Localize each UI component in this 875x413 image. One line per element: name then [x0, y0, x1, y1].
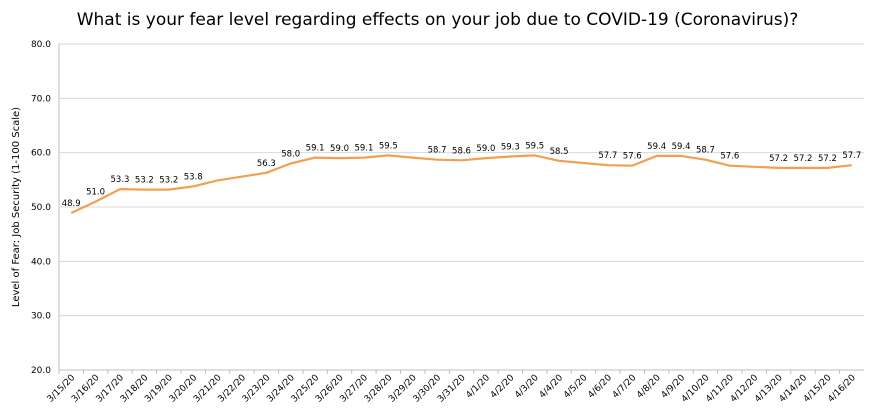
data-label: 59.1 [354, 144, 373, 154]
data-label: 58.6 [452, 146, 471, 156]
x-tick-label: 4/16/20 [826, 373, 858, 405]
data-label: 57.6 [623, 152, 642, 162]
axis-layer: 20.030.040.050.060.070.080.03/15/203/16/… [31, 40, 864, 405]
data-label: 48.9 [62, 199, 81, 209]
grid-layer [59, 43, 864, 371]
data-label: 57.2 [794, 154, 813, 164]
data-label: 51.0 [86, 188, 105, 198]
y-tick-label: 60.0 [31, 149, 51, 159]
data-label: 58.5 [550, 147, 569, 157]
x-tick-label: 4/6/20 [586, 373, 614, 401]
data-label: 59.3 [501, 142, 520, 152]
data-label: 59.4 [647, 142, 666, 152]
x-tick-label: 4/4/20 [538, 373, 566, 401]
y-axis-label: Level of Fear: Job Security (1-100 Scale… [11, 107, 22, 307]
data-label: 57.2 [818, 154, 837, 164]
series-line [70, 154, 852, 214]
x-tick-label: 4/3/20 [513, 373, 541, 401]
data-label: 59.1 [306, 144, 325, 154]
data-label: 58.0 [281, 150, 300, 160]
data-label: 59.4 [672, 142, 691, 152]
data-label: 58.7 [428, 146, 447, 156]
data-label: 57.7 [598, 151, 617, 161]
data-label: 57.2 [769, 154, 788, 164]
data-label: 53.8 [184, 172, 203, 182]
data-label: 53.3 [111, 175, 130, 185]
data-label: 56.3 [257, 159, 276, 169]
x-tick-label: 4/7/20 [611, 373, 639, 401]
y-tick-label: 40.0 [31, 257, 51, 267]
x-tick-label: 4/5/20 [562, 373, 590, 401]
x-tick-label: 4/2/20 [489, 373, 517, 401]
data-label: 57.7 [842, 151, 861, 161]
x-tick-label: 4/8/20 [635, 373, 663, 401]
data-label: 53.2 [135, 176, 154, 186]
data-label: 53.2 [159, 176, 178, 186]
data-label: 58.7 [696, 146, 715, 156]
x-tick-label: 3/31/20 [436, 373, 468, 405]
y-tick-label: 70.0 [31, 94, 51, 104]
y-tick-label: 30.0 [31, 312, 51, 322]
data-label: 59.5 [379, 141, 398, 151]
label-layer: 48.9 51.0 53.3 53.2 53.2 53.8 56.3 58.0 59.1 59.0… [62, 141, 862, 209]
y-tick-label: 80.0 [31, 40, 51, 50]
data-label: 59.0 [476, 144, 495, 154]
x-tick-label: 4/1/20 [464, 373, 492, 401]
y-tick-label: 20.0 [31, 366, 51, 376]
chart-title: What is your fear level regarding effect… [76, 10, 799, 30]
data-label: 57.6 [720, 152, 739, 162]
data-label: 59.0 [330, 144, 349, 154]
y-tick-label: 50.0 [31, 203, 51, 213]
series-layer [70, 154, 852, 214]
data-label: 59.5 [525, 141, 544, 151]
